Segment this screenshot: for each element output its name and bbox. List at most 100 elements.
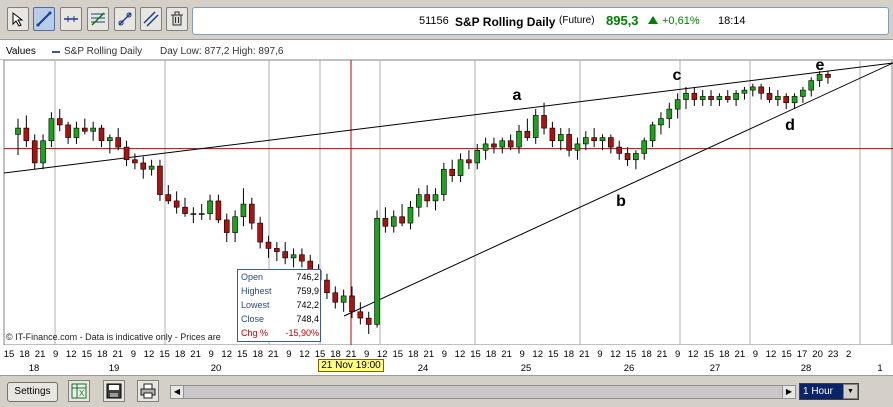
cursor-tool-button[interactable] [7,7,29,31]
x-tick-label: 20 [812,349,823,360]
candle-body [215,200,222,221]
cursor-icon [12,11,24,27]
candle-body [90,127,96,132]
candle-body [165,194,172,202]
candle-body [741,89,748,94]
scroll-right-button[interactable]: ▶ [782,385,796,399]
candle-body [407,206,414,224]
delete-tool-button[interactable] [166,7,188,31]
candle-body [466,159,472,164]
x-tick-label: 21 [579,349,590,360]
x-tick-label: 18 [719,349,730,360]
chart-grid [3,60,893,346]
candle-body [733,92,739,100]
candle-body [282,251,289,259]
x-tick-label: 15 [548,349,559,360]
x-axis-background [0,345,893,375]
candle-body [449,168,456,176]
trendline-tool-button[interactable] [33,7,55,31]
chart-scrollbar[interactable] [184,385,782,399]
instrument-code: 51156 [419,15,449,27]
candle-body [249,203,255,224]
candle-body [641,140,648,154]
trendline-icon [36,11,52,27]
instrument-type: (Future) [559,15,595,26]
ohlc-open-row: Open 746,2 [241,272,319,286]
up-arrow-icon [648,16,658,24]
x-tick-label: 9 [442,349,447,360]
ohlc-change-label: Chg % [241,328,269,338]
x-tick-label: 12 [144,349,155,360]
candle-body [783,96,790,104]
x-tick-label: 9 [597,349,602,360]
spreadsheet-icon: X [71,383,87,399]
day-label: 25 [521,363,532,374]
x-tick-label: 15 [781,349,792,360]
settings-button[interactable]: Settings [7,382,58,402]
x-tick-label: 21 [346,349,357,360]
horizontal-line-icon [64,16,78,22]
ohlc-tooltip: Open 746,2 Highest 759,9 Lowest 742,2 Cl… [237,269,321,342]
ohlc-open-value: 746,2 [296,272,319,282]
x-tick-label: 21 [35,349,46,360]
candle-body [674,99,681,110]
x-tick-label: 12 [610,349,621,360]
candle-body [107,137,113,142]
candle-body [532,115,539,138]
x-tick-label: 23 [828,349,839,360]
x-tick-label: 9 [131,349,136,360]
floppy-disk-icon [106,383,122,399]
bottom-bar: Settings X ◀ ▶ 1 Hour ▼ [0,375,893,407]
parallel-lines-tool-button[interactable] [140,7,162,31]
candle-body [566,134,572,151]
candle-body [65,124,71,138]
candle-body [758,86,764,94]
fibonacci-tool-button[interactable] [87,7,109,31]
candle-body [557,134,564,142]
x-tick-label: 18 [641,349,652,360]
candle-body [157,165,163,195]
x-axis: 15 18 21 9 12 15 18 21 9 12 15 18 21 9 12 15 18 21 9 12 15 18… [0,345,893,375]
candle-body [649,124,656,142]
x-tick-label: 12 [455,349,466,360]
chevron-down-icon[interactable]: ▼ [843,384,858,399]
candle-body [516,130,522,148]
price-change: +0,61% [662,15,700,27]
candle-body [491,143,497,148]
candle-body [816,73,823,81]
trash-icon [171,11,183,26]
x-tick-label: 2 [846,349,851,360]
x-tick-label: 18 [564,349,575,360]
ohlc-high-value: 759,9 [296,286,319,296]
day-label: 24 [418,363,429,374]
scroll-left-button[interactable]: ◀ [170,385,184,399]
candle-body [390,216,397,227]
print-button[interactable] [137,380,159,402]
day-label: 19 [109,363,120,374]
x-tick-label: 12 [66,349,77,360]
candle-body [115,137,121,148]
x-tick-label: 18 [175,349,186,360]
instrument-name: S&P Rolling Daily [455,15,556,29]
candle-body [56,118,63,126]
x-tick-label: 9 [753,349,758,360]
candle-body [457,159,464,176]
candle-body [148,165,155,170]
candle-body [207,200,213,214]
candle-body [290,254,297,259]
data-disclaimer: © IT-Finance.com - Data is indicative on… [6,332,221,342]
export-excel-button[interactable]: X [68,380,90,402]
candle-body [257,222,263,243]
x-tick-label: 21 [113,349,124,360]
candle-body [357,311,364,319]
ohlc-close-value: 748,4 [296,314,319,324]
channel-tool-button[interactable] [114,7,136,31]
day-label: 28 [801,363,812,374]
x-tick-label: 9 [53,349,58,360]
candle-body [399,216,405,224]
values-bar: Values S&P Rolling Daily Day Low: 877,2 … [0,44,893,60]
save-button[interactable] [103,380,125,402]
candle-body [374,218,380,325]
horizontal-line-tool-button[interactable] [60,7,82,31]
